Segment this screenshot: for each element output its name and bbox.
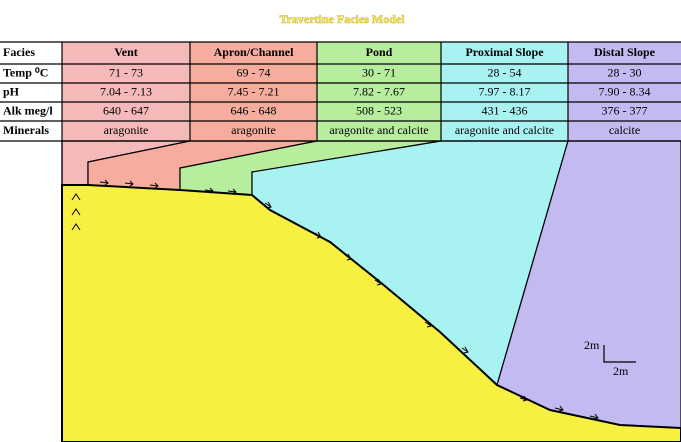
row-label: Minerals [3,123,49,137]
cell: aragonite and calcite [329,123,428,137]
cell: 431 - 436 [482,103,528,117]
table: Facies Vent Apron/Channel Pond Proximal Slop… [3,45,656,137]
cell: 28 - 54 [488,65,522,79]
cell: 7.97 - 8.17 [479,84,531,98]
cell: 7.04 - 7.13 [100,84,152,98]
cell: 28 - 30 [608,65,642,79]
row-label: Alk meg/l [3,103,53,117]
cell: calcite [609,123,640,137]
row-label: Temp ⁰C [3,65,48,79]
scale-bar: 2m 2m [584,338,636,378]
cell: 640 - 647 [103,103,149,117]
cell: 7.82 - 7.67 [353,84,405,98]
column-header: Pond [366,45,393,59]
cell: aragonite [231,123,276,137]
scale-vertical: 2m [584,338,600,352]
cell: 7.90 - 8.34 [599,84,651,98]
column-header: Distal Slope [594,45,656,59]
cell: aragonite [104,123,149,137]
cell: 646 - 648 [231,103,277,117]
column-header: Apron/Channel [214,45,294,59]
column-header: Proximal Slope [465,45,544,59]
facies-regions [61,140,681,442]
column-fills [62,42,681,141]
cell: 508 - 523 [356,103,402,117]
cell: 7.45 - 7.21 [228,84,280,98]
cell: 30 - 71 [362,65,396,79]
cell: 376 - 377 [602,103,648,117]
column-header: Facies [3,45,35,59]
flow-arrows [71,179,599,420]
cell: aragonite and calcite [455,123,554,137]
cell: 71 - 73 [109,65,143,79]
table-grid [0,41,681,142]
row-label: pH [3,84,20,98]
cell: 69 - 74 [237,65,271,79]
scale-horizontal: 2m [613,364,629,378]
column-header: Vent [114,45,138,59]
title: Travertine Facies Model [279,12,405,26]
